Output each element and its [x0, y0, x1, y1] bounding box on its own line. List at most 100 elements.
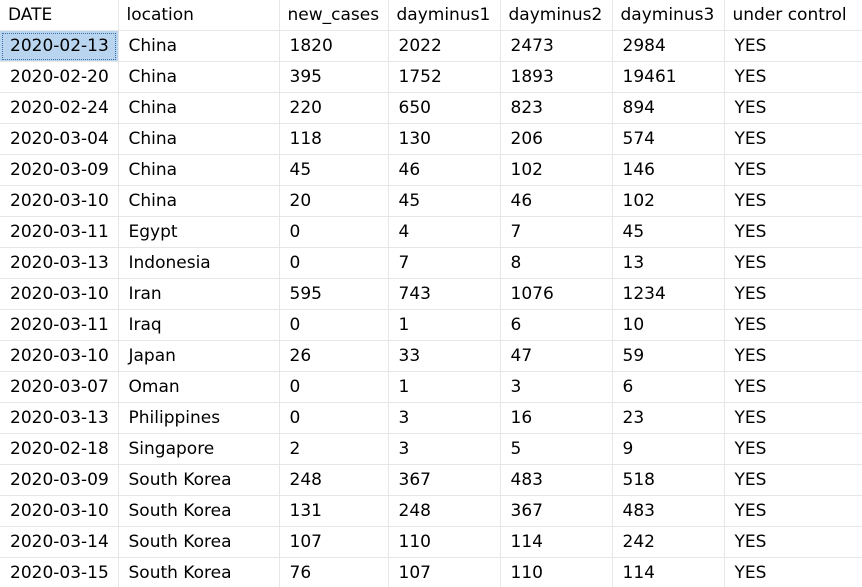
cell-dayminus1[interactable]: 4 — [388, 216, 501, 248]
table-row[interactable]: 2020-03-13 Philippines 0 3 16 23 YES — [0, 402, 862, 434]
cell-under-control[interactable]: YES — [724, 340, 862, 372]
cell-location[interactable]: China — [118, 30, 280, 62]
cell-new-cases[interactable]: 220 — [279, 92, 389, 124]
cell-dayminus2[interactable]: 2473 — [500, 30, 613, 62]
cell-under-control[interactable]: YES — [724, 123, 862, 155]
cell-dayminus2[interactable]: 823 — [500, 92, 613, 124]
table-row[interactable]: 2020-03-14 South Korea 107 110 114 242 YES — [0, 526, 862, 558]
cell-under-control[interactable]: YES — [724, 309, 862, 341]
cell-dayminus3[interactable]: 894 — [612, 92, 725, 124]
table-row[interactable]: 2020-03-11 Egypt 0 4 7 45 YES — [0, 216, 862, 248]
cell-date[interactable]: 2020-02-18 — [0, 433, 119, 465]
cell-dayminus2[interactable]: 8 — [500, 247, 613, 279]
cell-location[interactable]: Indonesia — [118, 247, 280, 279]
cell-date[interactable]: 2020-03-11 — [0, 216, 119, 248]
cell-dayminus2[interactable]: 3 — [500, 371, 613, 403]
cell-under-control[interactable]: YES — [724, 495, 862, 527]
cell-under-control[interactable]: YES — [724, 154, 862, 186]
cell-dayminus1[interactable]: 130 — [388, 123, 501, 155]
cell-location[interactable]: South Korea — [118, 495, 280, 527]
table-row[interactable]: 2020-02-13 China 1820 2022 2473 2984 YES — [0, 30, 862, 62]
cell-location[interactable]: Philippines — [118, 402, 280, 434]
table-row[interactable]: 2020-03-15 South Korea 76 107 110 114 YES — [0, 557, 862, 587]
cell-dayminus3[interactable]: 146 — [612, 154, 725, 186]
cell-date[interactable]: 2020-03-09 — [0, 154, 119, 186]
cell-new-cases[interactable]: 0 — [279, 402, 389, 434]
cell-new-cases[interactable]: 20 — [279, 185, 389, 217]
cell-new-cases[interactable]: 2 — [279, 433, 389, 465]
cell-dayminus2[interactable]: 114 — [500, 526, 613, 558]
cell-dayminus1[interactable]: 3 — [388, 433, 501, 465]
cell-date[interactable]: 2020-02-13 — [0, 30, 119, 62]
cell-under-control[interactable]: YES — [724, 371, 862, 403]
cell-dayminus1[interactable]: 1752 — [388, 61, 501, 93]
cell-dayminus2[interactable]: 102 — [500, 154, 613, 186]
cell-new-cases[interactable]: 248 — [279, 464, 389, 496]
cell-dayminus2[interactable]: 46 — [500, 185, 613, 217]
cell-under-control[interactable]: YES — [724, 278, 862, 310]
cell-dayminus3[interactable]: 13 — [612, 247, 725, 279]
cell-dayminus3[interactable]: 518 — [612, 464, 725, 496]
cell-under-control[interactable]: YES — [724, 185, 862, 217]
cell-dayminus3[interactable]: 574 — [612, 123, 725, 155]
cell-location[interactable]: Iran — [118, 278, 280, 310]
cell-dayminus3[interactable]: 483 — [612, 495, 725, 527]
cell-new-cases[interactable]: 1820 — [279, 30, 389, 62]
cell-dayminus2[interactable]: 5 — [500, 433, 613, 465]
cell-new-cases[interactable]: 131 — [279, 495, 389, 527]
table-row[interactable]: 2020-03-10 Iran 595 743 1076 1234 YES — [0, 278, 862, 310]
cell-new-cases[interactable]: 0 — [279, 247, 389, 279]
cell-dayminus3[interactable]: 23 — [612, 402, 725, 434]
cell-location[interactable]: Japan — [118, 340, 280, 372]
cell-dayminus3[interactable]: 6 — [612, 371, 725, 403]
cell-dayminus1[interactable]: 1 — [388, 371, 501, 403]
cell-date[interactable]: 2020-03-11 — [0, 309, 119, 341]
table-row[interactable]: 2020-03-09 South Korea 248 367 483 518 YES — [0, 464, 862, 496]
cell-dayminus1[interactable]: 2022 — [388, 30, 501, 62]
cell-dayminus2[interactable]: 367 — [500, 495, 613, 527]
cell-under-control[interactable]: YES — [724, 216, 862, 248]
table-row[interactable]: 2020-03-10 South Korea 131 248 367 483 YES — [0, 495, 862, 527]
table-row[interactable]: 2020-03-11 Iraq 0 1 6 10 YES — [0, 309, 862, 341]
cell-location[interactable]: China — [118, 154, 280, 186]
cell-dayminus1[interactable]: 367 — [388, 464, 501, 496]
cell-dayminus2[interactable]: 1076 — [500, 278, 613, 310]
cell-date[interactable]: 2020-02-24 — [0, 92, 119, 124]
cell-date[interactable]: 2020-03-10 — [0, 185, 119, 217]
cell-date[interactable]: 2020-02-20 — [0, 61, 119, 93]
cell-dayminus3[interactable]: 9 — [612, 433, 725, 465]
column-header-under-control[interactable]: under control — [724, 0, 862, 31]
cell-dayminus1[interactable]: 248 — [388, 495, 501, 527]
cell-dayminus3[interactable]: 114 — [612, 557, 725, 587]
cell-under-control[interactable]: YES — [724, 61, 862, 93]
cell-location[interactable]: Iraq — [118, 309, 280, 341]
cell-location[interactable]: China — [118, 61, 280, 93]
cell-location[interactable]: Oman — [118, 371, 280, 403]
cell-dayminus1[interactable]: 650 — [388, 92, 501, 124]
table-row[interactable]: 2020-02-18 Singapore 2 3 5 9 YES — [0, 433, 862, 465]
cell-dayminus3[interactable]: 2984 — [612, 30, 725, 62]
cell-dayminus2[interactable]: 6 — [500, 309, 613, 341]
cell-dayminus1[interactable]: 33 — [388, 340, 501, 372]
column-header-dayminus3[interactable]: dayminus3 — [612, 0, 725, 31]
cell-date[interactable]: 2020-03-15 — [0, 557, 119, 587]
cell-dayminus2[interactable]: 1893 — [500, 61, 613, 93]
cell-new-cases[interactable]: 0 — [279, 309, 389, 341]
table-row[interactable]: 2020-02-24 China 220 650 823 894 YES — [0, 92, 862, 124]
cell-dayminus3[interactable]: 242 — [612, 526, 725, 558]
cell-new-cases[interactable]: 0 — [279, 371, 389, 403]
column-header-dayminus1[interactable]: dayminus1 — [388, 0, 501, 31]
table-row[interactable]: 2020-03-10 Japan 26 33 47 59 YES — [0, 340, 862, 372]
cell-dayminus3[interactable]: 59 — [612, 340, 725, 372]
column-header-date[interactable]: DATE — [0, 0, 119, 31]
cell-dayminus3[interactable]: 19461 — [612, 61, 725, 93]
cell-under-control[interactable]: YES — [724, 433, 862, 465]
column-header-dayminus2[interactable]: dayminus2 — [500, 0, 613, 31]
cell-dayminus2[interactable]: 206 — [500, 123, 613, 155]
cell-location[interactable]: China — [118, 123, 280, 155]
cell-dayminus2[interactable]: 7 — [500, 216, 613, 248]
cell-dayminus3[interactable]: 1234 — [612, 278, 725, 310]
column-header-location[interactable]: location — [118, 0, 280, 31]
table-row[interactable]: 2020-03-09 China 45 46 102 146 YES — [0, 154, 862, 186]
